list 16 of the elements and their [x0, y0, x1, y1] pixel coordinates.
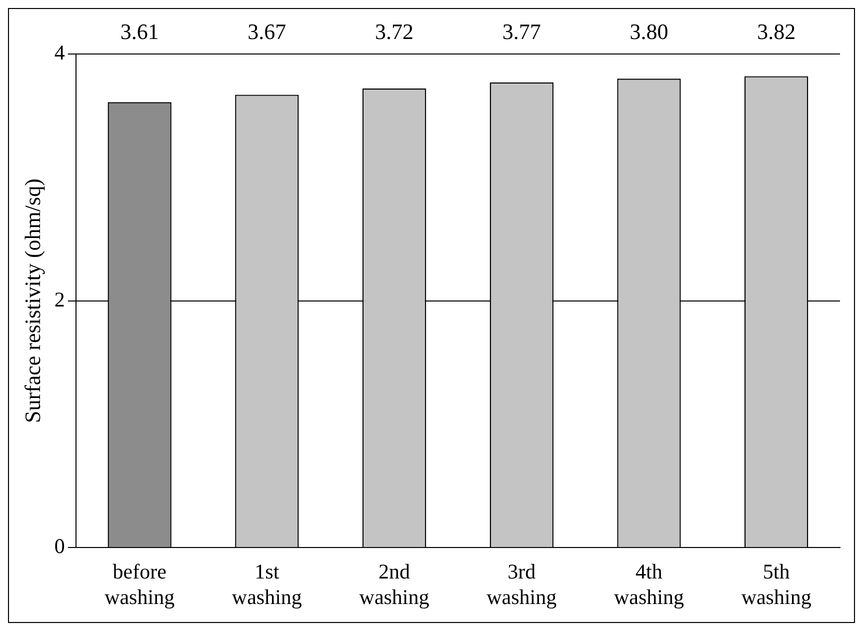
- y-axis-title: Surface resistivity (ohm/sq): [20, 178, 45, 424]
- data-label: 3.77: [502, 18, 541, 44]
- data-label: 3.67: [248, 18, 286, 44]
- data-label: 3.82: [757, 18, 796, 44]
- y-tick-label: 4: [54, 40, 66, 65]
- y-tick-label: 0: [54, 534, 65, 558]
- x-tick-label: 2nd washing: [359, 560, 430, 609]
- data-label: 3.80: [630, 18, 668, 44]
- y-tick-label: 2: [54, 287, 65, 312]
- data-label: 3.72: [375, 18, 414, 44]
- x-tick-label: 5th washing: [741, 560, 812, 609]
- x-tick-label: 1st washing: [232, 560, 302, 609]
- x-tick-label: 4th washing: [614, 560, 684, 609]
- x-tick-label: 3rd washing: [486, 560, 558, 609]
- x-tick-label: before washing: [104, 560, 176, 609]
- data-label: 3.61: [120, 18, 159, 44]
